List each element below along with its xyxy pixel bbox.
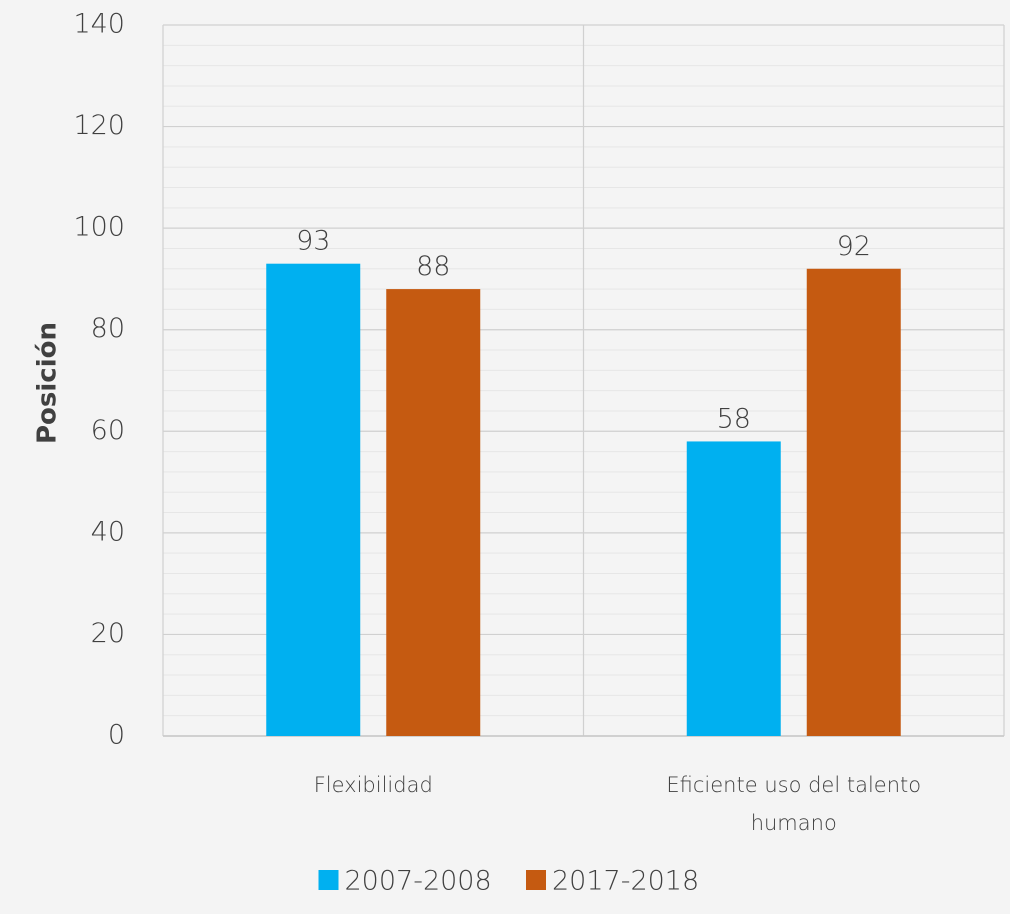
x-category-label: humano	[751, 811, 837, 835]
y-tick-label: 0	[108, 720, 125, 751]
y-tick-label: 140	[73, 9, 125, 40]
bar-2007-2008-0	[266, 263, 361, 736]
legend-label: 2007-2008	[345, 866, 492, 897]
y-tick-label: 120	[73, 110, 125, 141]
data-labels: 93 88 58 92	[296, 226, 871, 435]
y-tick-label: 60	[91, 415, 125, 446]
bar-2017-2018-0	[386, 289, 481, 736]
x-category-label: Eficiente uso del talento	[666, 773, 921, 797]
data-label: 88	[416, 251, 450, 282]
y-axis: 0 20 40 60 80 100 120 140	[73, 9, 125, 751]
y-tick-label: 40	[91, 516, 125, 547]
data-label: 92	[837, 231, 871, 262]
legend-swatch	[318, 870, 339, 890]
y-axis-title: Posición	[33, 322, 63, 444]
legend: 2007-2008 2017-2018	[318, 866, 699, 897]
y-tick-label: 100	[73, 212, 125, 243]
data-label: 93	[296, 226, 330, 257]
bar-2017-2018-1	[806, 268, 901, 736]
x-category-label: Flexibilidad	[314, 773, 433, 797]
legend-swatch	[526, 870, 546, 890]
data-label: 58	[717, 403, 751, 434]
x-axis: Flexibilidad Eficiente uso del talento hum…	[314, 773, 921, 835]
y-tick-label: 80	[91, 313, 125, 344]
bar-2007-2008-1	[686, 441, 781, 736]
bars	[266, 263, 901, 736]
y-tick-label: 20	[91, 618, 125, 649]
legend-label: 2017-2018	[552, 866, 699, 897]
